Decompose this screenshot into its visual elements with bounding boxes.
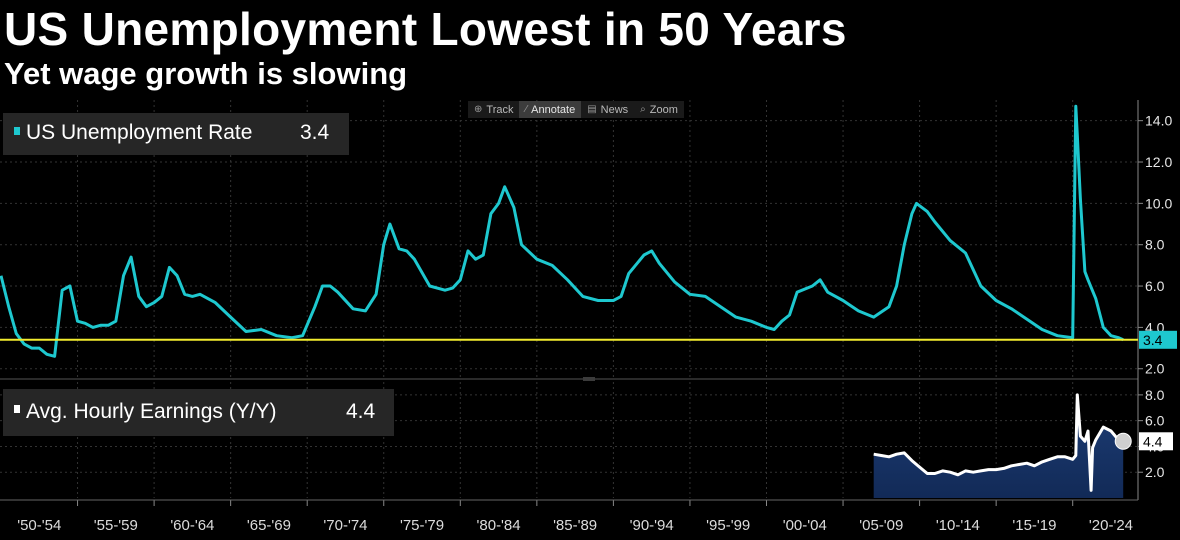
x-tick-label: '55-'59 <box>94 517 138 534</box>
upper-y-axis: 2.04.06.08.010.012.014.0 <box>1138 113 1172 377</box>
unemployment-legend-swatch <box>14 127 20 135</box>
x-tick-label: '60-'64 <box>170 517 214 534</box>
upper-y-tick-label: 12.0 <box>1145 154 1172 170</box>
lower-y-tick-label: 6.0 <box>1145 413 1165 429</box>
upper-y-tick-label: 6.0 <box>1145 278 1165 294</box>
upper-y-tick-label: 10.0 <box>1145 195 1172 211</box>
x-tick-label: '80-'84 <box>477 517 521 534</box>
track-button[interactable]: ⊕ Track <box>468 101 519 118</box>
x-axis-labels: '50-'54 '55-'59 '60-'64 '65-'69 '70-'74 '75-'… <box>17 517 1133 534</box>
panel-resize-handle[interactable] <box>583 377 595 381</box>
reference-layer: 3.4 <box>0 330 1177 349</box>
x-tick-label: '90-'94 <box>630 517 674 534</box>
annotate-label: Annotate <box>531 103 576 116</box>
lower-y-tick-label: 8.0 <box>1145 387 1165 403</box>
crosshair-icon: ⊕ <box>474 104 483 115</box>
earnings-layer: 4.4 <box>873 393 1173 492</box>
earnings-last-value-tag <box>1139 432 1173 451</box>
earnings-legend[interactable]: Avg. Hourly Earnings (Y/Y) 4.4 <box>3 389 394 436</box>
unemployment-legend[interactable]: US Unemployment Rate 3.4 <box>3 113 349 155</box>
upper-y-tick-label: 8.0 <box>1145 237 1165 253</box>
news-button[interactable]: ▤ News <box>581 101 634 118</box>
x-tick-label: '10-'14 <box>936 517 980 534</box>
x-tick-label: '95-'99 <box>706 517 750 534</box>
unemployment-last-value-tag <box>1139 330 1177 349</box>
annotate-button[interactable]: ⁄ Annotate <box>519 101 582 118</box>
unemployment-layer <box>0 104 1124 358</box>
pencil-icon: ⁄ <box>525 104 528 115</box>
unemployment-last-value-label: 3.4 <box>1143 332 1163 348</box>
unemployment-rate-line[interactable] <box>0 104 1124 358</box>
earnings-legend-swatch <box>14 405 20 413</box>
earnings-last-point-marker <box>1114 432 1132 450</box>
news-icon: ▤ <box>587 104 597 115</box>
zoom-button[interactable]: ⌕ Zoom <box>634 101 684 118</box>
chart-toolbar: ⊕ Track ⁄ Annotate ▤ News ⌕ Zoom <box>468 101 684 118</box>
chart-title: US Unemployment Lowest in 50 Years <box>4 3 847 55</box>
x-tick-label: '65-'69 <box>247 517 291 534</box>
earnings-area-fill <box>873 394 1124 498</box>
news-label: News <box>600 103 629 116</box>
zoom-label: Zoom <box>649 103 678 116</box>
x-tick-label: '15-'19 <box>1012 517 1056 534</box>
earnings-legend-box <box>3 389 394 436</box>
x-tick-label: '00-'04 <box>783 517 827 534</box>
earnings-legend-value: 4.4 <box>346 400 376 423</box>
earnings-legend-label: Avg. Hourly Earnings (Y/Y) <box>26 400 277 423</box>
upper-y-tick-label: 14.0 <box>1145 113 1172 129</box>
lower-y-tick-label: 2.0 <box>1145 464 1165 480</box>
unemployment-legend-value: 3.4 <box>300 121 330 144</box>
unemployment-legend-box <box>3 113 349 155</box>
track-label: Track <box>486 103 514 116</box>
x-tick-label: '50-'54 <box>17 517 61 534</box>
upper-y-tick-label: 2.0 <box>1145 361 1165 377</box>
unemployment-legend-label: US Unemployment Rate <box>26 121 252 144</box>
magnifier-icon: ⌕ <box>640 104 646 115</box>
chart-subtitle: Yet wage growth is slowing <box>4 56 408 91</box>
x-tick-label: '70-'74 <box>323 517 367 534</box>
avg-hourly-earnings-line[interactable] <box>873 393 1124 492</box>
earnings-last-value-label: 4.4 <box>1143 433 1163 449</box>
x-tick-label: '20-'24 <box>1089 517 1133 534</box>
x-tick-label: '05-'09 <box>859 517 903 534</box>
earnings-area <box>873 394 1124 498</box>
x-tick-label: '85-'89 <box>553 517 597 534</box>
x-tick-label: '75-'79 <box>400 517 444 534</box>
